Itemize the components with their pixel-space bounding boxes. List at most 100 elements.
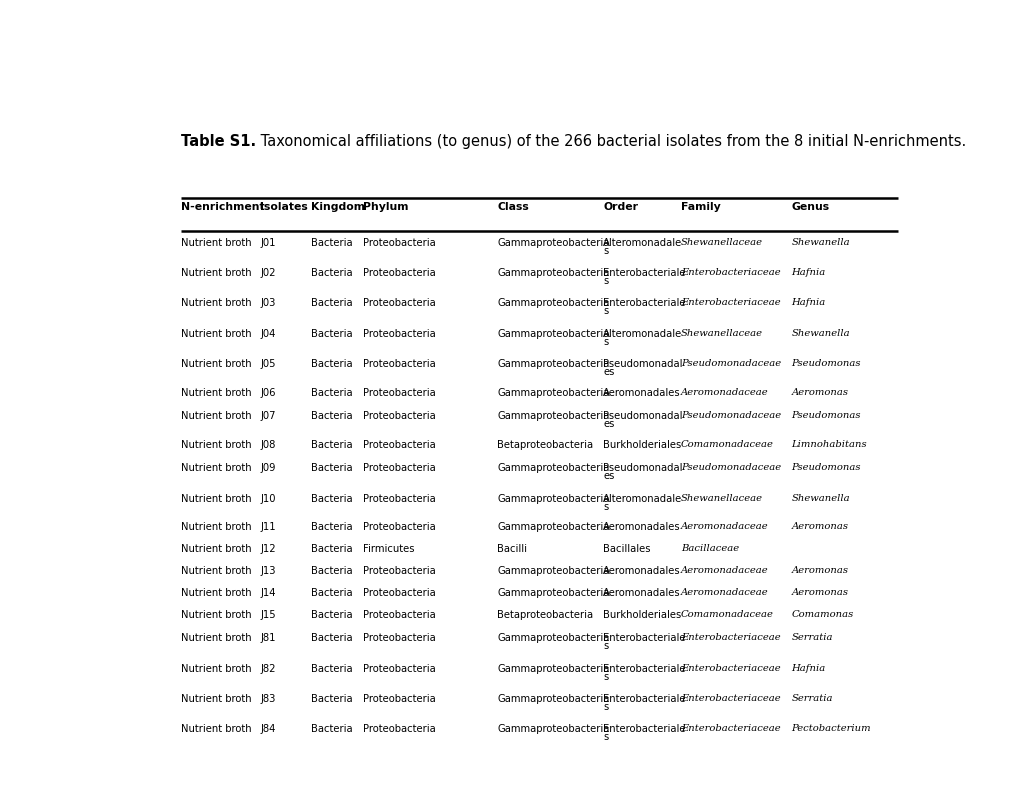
Text: Bacteria: Bacteria bbox=[311, 238, 353, 247]
Text: Bacteria: Bacteria bbox=[311, 359, 353, 369]
Text: Isolates: Isolates bbox=[260, 202, 308, 212]
Text: Serratia: Serratia bbox=[791, 694, 833, 703]
Text: Pseudomonas: Pseudomonas bbox=[791, 359, 860, 368]
Text: Gammaproteobacteria: Gammaproteobacteria bbox=[497, 411, 609, 422]
Text: Taxonomical affiliations (to genus) of the 266 bacterial isolates from the 8 ini: Taxonomical affiliations (to genus) of t… bbox=[256, 134, 966, 149]
Text: J11: J11 bbox=[260, 522, 276, 532]
Text: s: s bbox=[603, 307, 608, 316]
Text: Enterobacteriale: Enterobacteriale bbox=[603, 663, 685, 674]
Text: Bacteria: Bacteria bbox=[311, 411, 353, 422]
Text: Aeromonadaceae: Aeromonadaceae bbox=[681, 388, 767, 396]
Text: Enterobacteriale: Enterobacteriale bbox=[603, 724, 685, 734]
Text: Aeromonadaceae: Aeromonadaceae bbox=[681, 522, 767, 531]
Text: Nutrient broth: Nutrient broth bbox=[181, 329, 252, 339]
Text: Gammaproteobacteria: Gammaproteobacteria bbox=[497, 463, 609, 474]
Text: Shewanella: Shewanella bbox=[791, 238, 849, 247]
Text: Nutrient broth: Nutrient broth bbox=[181, 359, 252, 369]
Text: J08: J08 bbox=[260, 440, 275, 450]
Text: Nutrient broth: Nutrient broth bbox=[181, 299, 252, 308]
Text: Nutrient broth: Nutrient broth bbox=[181, 724, 252, 734]
Text: Aeromonadales: Aeromonadales bbox=[603, 588, 681, 598]
Text: Aeromonas: Aeromonas bbox=[791, 388, 848, 396]
Text: Bacteria: Bacteria bbox=[311, 522, 353, 532]
Text: J15: J15 bbox=[260, 610, 276, 619]
Text: Gammaproteobacteria: Gammaproteobacteria bbox=[497, 268, 609, 278]
Text: Nutrient broth: Nutrient broth bbox=[181, 545, 252, 554]
Text: Comamonas: Comamonas bbox=[791, 610, 853, 619]
Text: Alteromonadale: Alteromonadale bbox=[603, 329, 682, 339]
Text: Shewanella: Shewanella bbox=[791, 494, 849, 503]
Text: J06: J06 bbox=[260, 388, 275, 398]
Text: Proteobacteria: Proteobacteria bbox=[363, 634, 435, 643]
Text: Bacteria: Bacteria bbox=[311, 268, 353, 278]
Text: Nutrient broth: Nutrient broth bbox=[181, 388, 252, 398]
Text: J10: J10 bbox=[260, 494, 275, 504]
Text: Enterobacteriaceae: Enterobacteriaceae bbox=[681, 694, 780, 703]
Text: Burkholderiales: Burkholderiales bbox=[603, 440, 681, 450]
Text: s: s bbox=[603, 336, 608, 347]
Text: Aeromonadales: Aeromonadales bbox=[603, 522, 681, 532]
Text: Gammaproteobacteria: Gammaproteobacteria bbox=[497, 238, 609, 247]
Text: Firmicutes: Firmicutes bbox=[363, 545, 414, 554]
Text: s: s bbox=[603, 671, 608, 682]
Text: es: es bbox=[603, 419, 614, 429]
Text: Aeromonadaceae: Aeromonadaceae bbox=[681, 566, 767, 575]
Text: Alteromonadale: Alteromonadale bbox=[603, 238, 682, 247]
Text: s: s bbox=[603, 276, 608, 286]
Text: s: s bbox=[603, 502, 608, 511]
Text: Bacilli: Bacilli bbox=[497, 545, 527, 554]
Text: Bacteria: Bacteria bbox=[311, 694, 353, 704]
Text: Nutrient broth: Nutrient broth bbox=[181, 566, 252, 576]
Text: Proteobacteria: Proteobacteria bbox=[363, 388, 435, 398]
Text: Phylum: Phylum bbox=[363, 202, 409, 212]
Text: Family: Family bbox=[681, 202, 719, 212]
Text: Pectobacterium: Pectobacterium bbox=[791, 724, 870, 734]
Text: Proteobacteria: Proteobacteria bbox=[363, 268, 435, 278]
Text: Serratia: Serratia bbox=[791, 634, 833, 642]
Text: Proteobacteria: Proteobacteria bbox=[363, 694, 435, 704]
Text: Bacteria: Bacteria bbox=[311, 329, 353, 339]
Text: Proteobacteria: Proteobacteria bbox=[363, 588, 435, 598]
Text: J07: J07 bbox=[260, 411, 275, 422]
Text: Bacteria: Bacteria bbox=[311, 494, 353, 504]
Text: es: es bbox=[603, 471, 614, 481]
Text: Proteobacteria: Proteobacteria bbox=[363, 440, 435, 450]
Text: Proteobacteria: Proteobacteria bbox=[363, 329, 435, 339]
Text: Hafnia: Hafnia bbox=[791, 663, 825, 673]
Text: J04: J04 bbox=[260, 329, 275, 339]
Text: Nutrient broth: Nutrient broth bbox=[181, 663, 252, 674]
Text: Shewanellaceae: Shewanellaceae bbox=[681, 494, 762, 503]
Text: Enterobacteriaceae: Enterobacteriaceae bbox=[681, 663, 780, 673]
Text: Aeromonadales: Aeromonadales bbox=[603, 388, 681, 398]
Text: s: s bbox=[603, 702, 608, 712]
Text: Enterobacteriaceae: Enterobacteriaceae bbox=[681, 268, 780, 277]
Text: Pseudomonadal: Pseudomonadal bbox=[603, 411, 682, 422]
Text: Bacteria: Bacteria bbox=[311, 463, 353, 474]
Text: Nutrient broth: Nutrient broth bbox=[181, 634, 252, 643]
Text: Enterobacteriale: Enterobacteriale bbox=[603, 268, 685, 278]
Text: Nutrient broth: Nutrient broth bbox=[181, 694, 252, 704]
Text: Gammaproteobacteria: Gammaproteobacteria bbox=[497, 588, 609, 598]
Text: s: s bbox=[603, 641, 608, 651]
Text: Proteobacteria: Proteobacteria bbox=[363, 724, 435, 734]
Text: Aeromonadales: Aeromonadales bbox=[603, 566, 681, 576]
Text: J02: J02 bbox=[260, 268, 275, 278]
Text: Nutrient broth: Nutrient broth bbox=[181, 494, 252, 504]
Text: Nutrient broth: Nutrient broth bbox=[181, 411, 252, 422]
Text: Burkholderiales: Burkholderiales bbox=[603, 610, 681, 619]
Text: Bacteria: Bacteria bbox=[311, 545, 353, 554]
Text: Bacteria: Bacteria bbox=[311, 610, 353, 619]
Text: Gammaproteobacteria: Gammaproteobacteria bbox=[497, 694, 609, 704]
Text: Bacteria: Bacteria bbox=[311, 388, 353, 398]
Text: J05: J05 bbox=[260, 359, 275, 369]
Text: Pseudomonadaceae: Pseudomonadaceae bbox=[681, 359, 781, 368]
Text: J01: J01 bbox=[260, 238, 275, 247]
Text: Betaproteobacteria: Betaproteobacteria bbox=[497, 610, 593, 619]
Text: Kingdom: Kingdom bbox=[311, 202, 365, 212]
Text: Aeromonadaceae: Aeromonadaceae bbox=[681, 588, 767, 597]
Text: es: es bbox=[603, 367, 614, 377]
Text: Enterobacteriaceae: Enterobacteriaceae bbox=[681, 724, 780, 734]
Text: Pseudomonadal: Pseudomonadal bbox=[603, 359, 682, 369]
Text: Order: Order bbox=[603, 202, 638, 212]
Text: Gammaproteobacteria: Gammaproteobacteria bbox=[497, 299, 609, 308]
